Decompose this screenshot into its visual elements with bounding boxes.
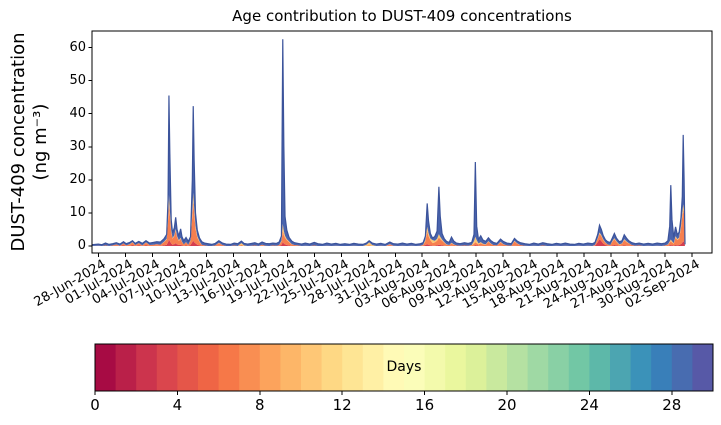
colorbar-segment (342, 344, 364, 391)
y-axis-tick-marks (88, 47, 92, 247)
colorbar-segment (589, 344, 611, 391)
colorbar-segment (280, 344, 302, 391)
colorbar-segment (424, 344, 446, 391)
colorbar-segment (383, 344, 405, 391)
colorbar-tick-label: 16 (415, 396, 435, 414)
colorbar-segment (198, 344, 219, 391)
colorbar-segment (671, 344, 693, 391)
colorbar-segment (115, 344, 137, 391)
colorbar-segment (445, 344, 467, 391)
y-tick-label: 60 (69, 39, 86, 55)
colorbar-label: Days (386, 359, 422, 375)
colorbar-segment (651, 344, 673, 391)
colorbar-segment (692, 344, 714, 391)
colorbar-tick-label: 0 (90, 396, 100, 414)
colorbar-segment (362, 344, 384, 391)
colorbar-segment (95, 344, 116, 391)
plot-area (88, 30, 713, 257)
stacked-area-series (92, 39, 685, 247)
y-tick-label: 30 (69, 138, 86, 154)
y-tick-label: 40 (69, 105, 86, 121)
colorbar-tick-marks (94, 391, 673, 395)
y-tick-label: 20 (69, 171, 86, 187)
area-layer-3 (92, 192, 685, 247)
colorbar-segment (527, 344, 549, 391)
colorbar-segment (156, 344, 178, 391)
colorbar-segment (404, 344, 425, 391)
y-tick-label: 0 (77, 238, 86, 254)
chart-title: Age contribution to DUST-409 concentrati… (232, 7, 572, 25)
colorbar-frame (94, 343, 714, 392)
colorbar-tick-label: 24 (579, 396, 599, 414)
plot-frame (91, 30, 713, 254)
colorbar-tick-label: 8 (255, 396, 265, 414)
colorbar-segment (486, 344, 508, 391)
colorbar-tick-label: 20 (497, 396, 517, 414)
colorbar-tick-label: 4 (172, 396, 183, 414)
colorbar-segment (568, 344, 590, 391)
colorbar-segment (610, 344, 631, 391)
colorbar-segment (136, 344, 158, 391)
colorbar-segment (548, 344, 570, 391)
area-layer-4 (92, 39, 685, 247)
y-tick-label: 10 (69, 204, 86, 220)
colorbar-segment (177, 344, 199, 391)
colorbar-segment (465, 344, 487, 391)
colorbar-segment (218, 344, 240, 391)
colorbar (94, 343, 714, 395)
colorbar-segment (259, 344, 281, 391)
colorbar-segments (95, 344, 714, 391)
colorbar-segment (321, 344, 343, 391)
colorbar-segment (239, 344, 261, 391)
series-outline (91, 39, 686, 246)
colorbar-segment (507, 344, 528, 391)
colorbar-segment (301, 344, 322, 391)
colorbar-tick-label: 28 (662, 396, 682, 414)
x-axis-tick-marks (97, 253, 693, 257)
colorbar-segment (630, 344, 652, 391)
y-tick-label: 50 (69, 72, 86, 88)
area-layer-2 (92, 201, 685, 247)
colorbar-tick-label: 12 (332, 396, 352, 414)
